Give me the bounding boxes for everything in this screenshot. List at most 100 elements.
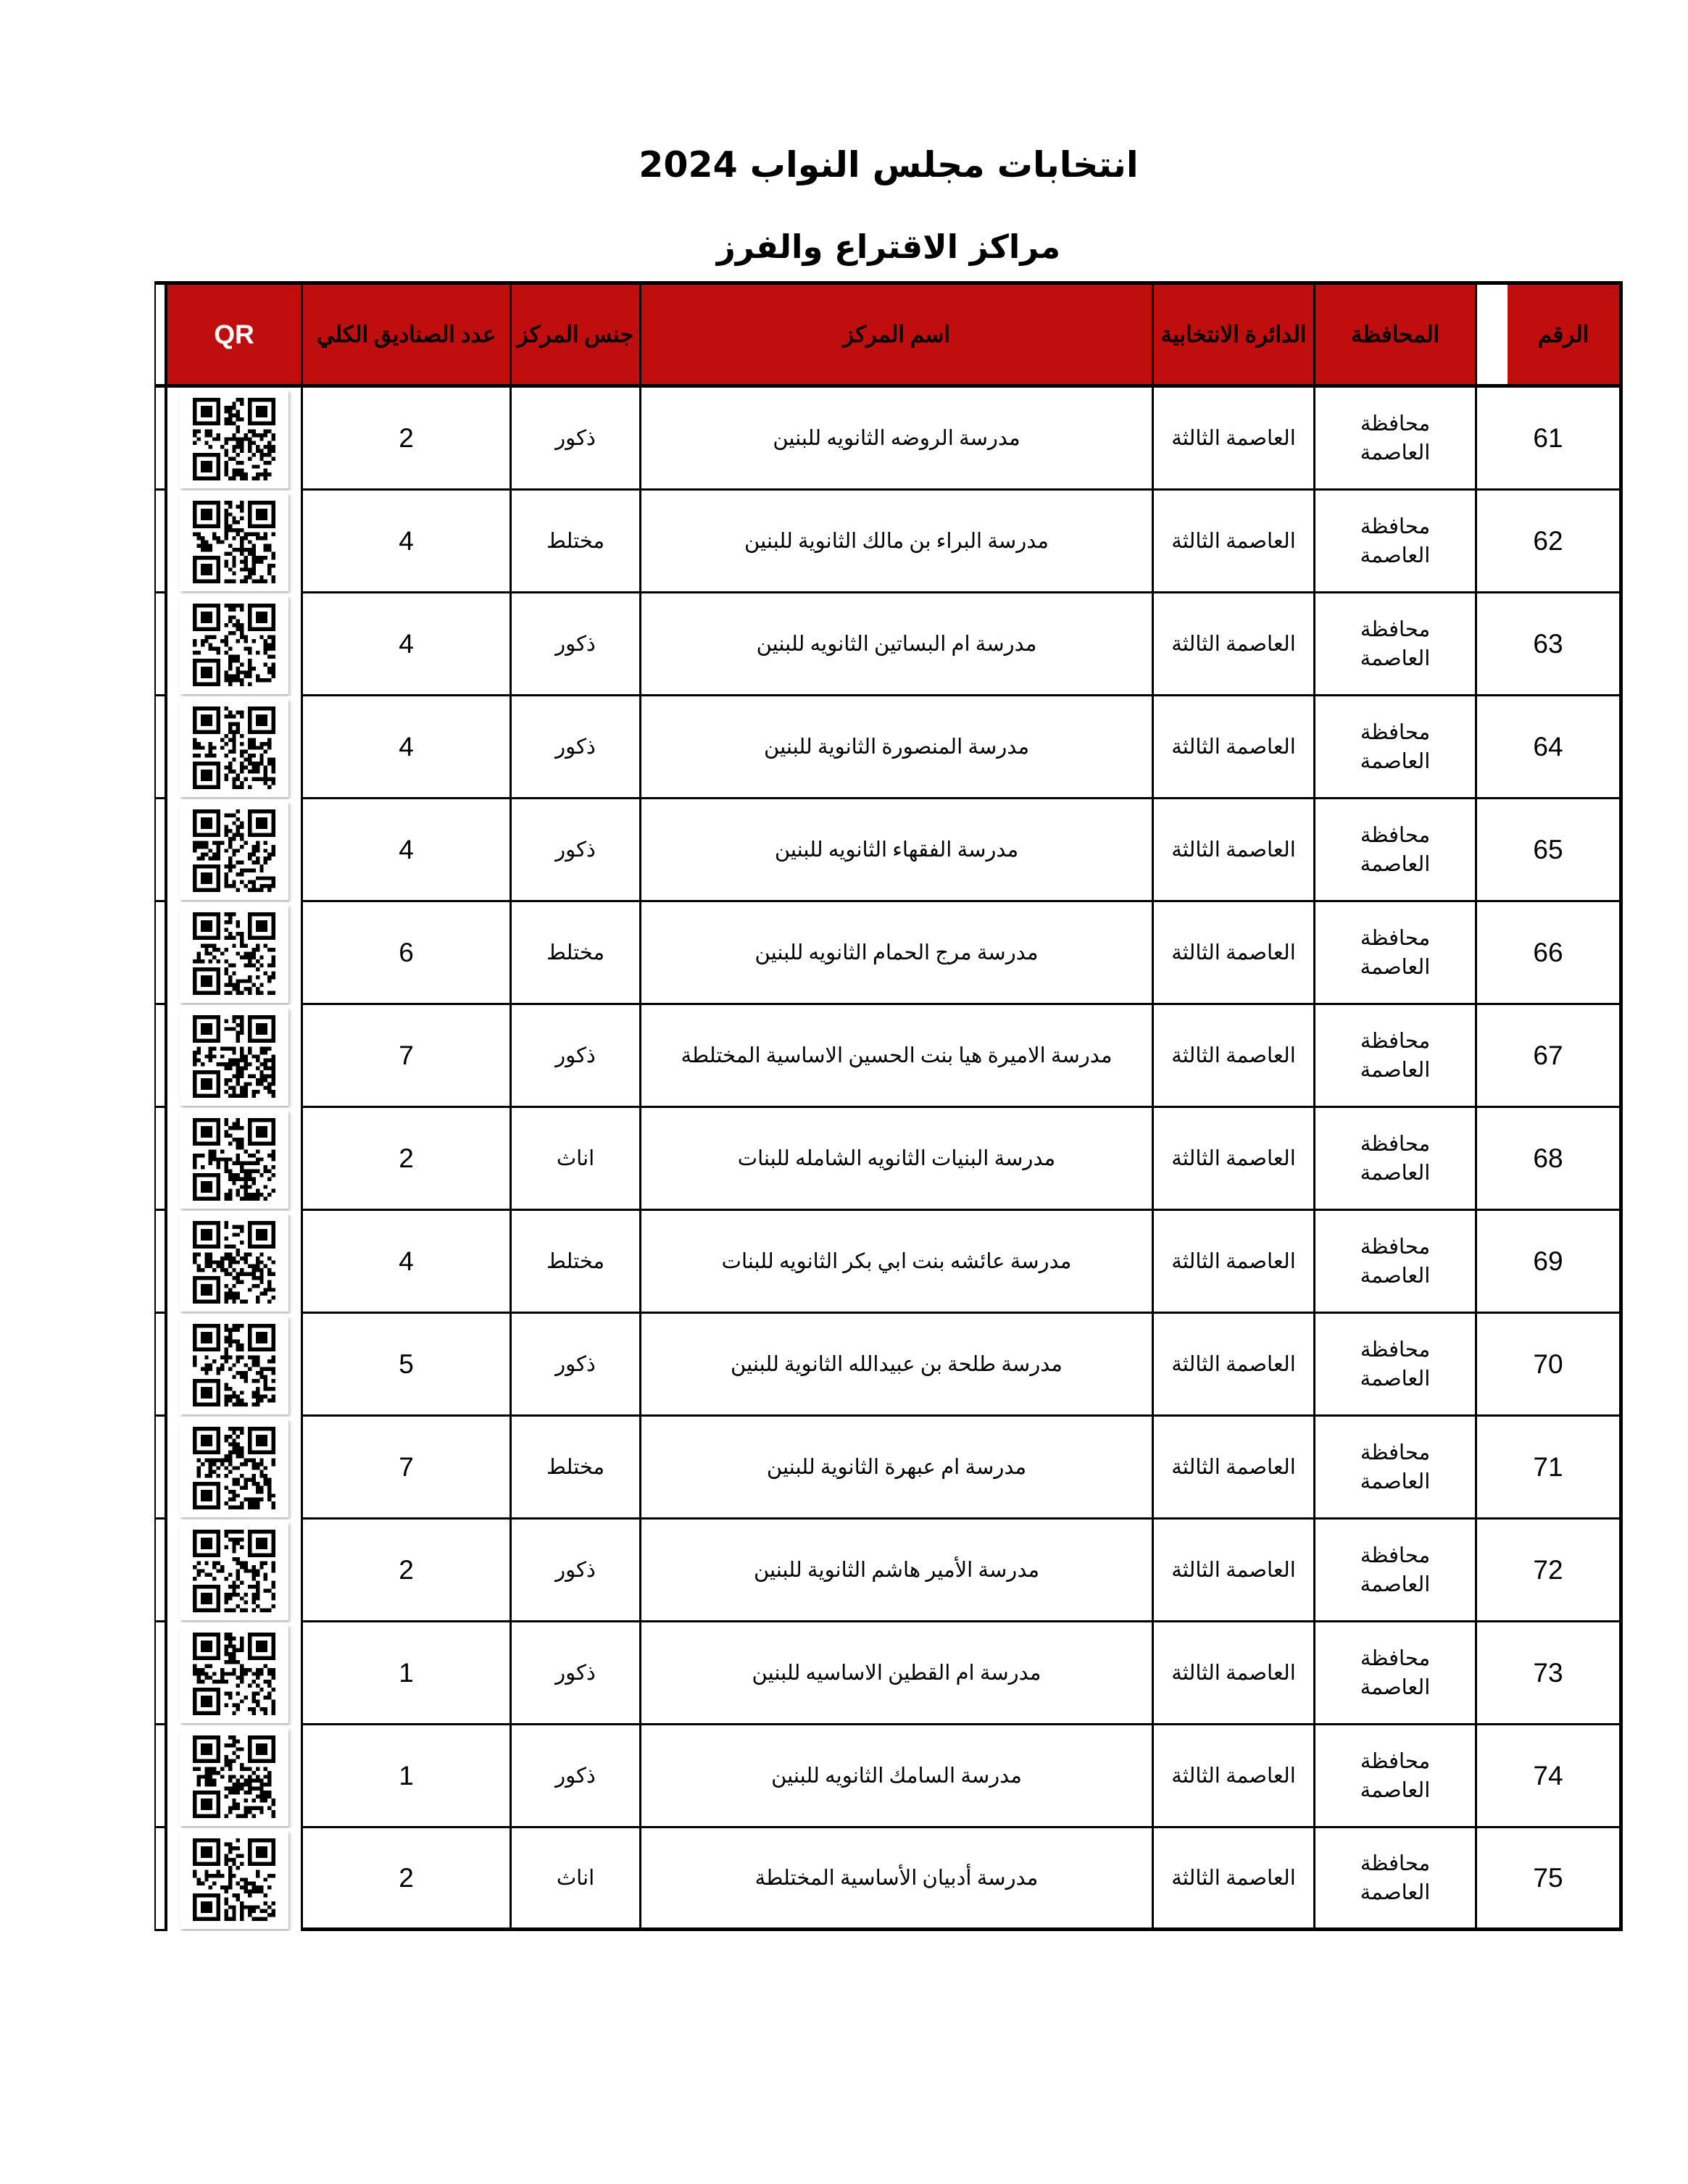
cell-center-name: مدرسة أدبيان الأساسية المختلطة xyxy=(639,1828,1152,1931)
cell-total-boxes: 4 xyxy=(301,593,510,696)
left-strip-cell xyxy=(154,1520,165,1622)
cell-qr xyxy=(165,1211,301,1314)
cell-district: العاصمة الثالثة xyxy=(1152,1622,1313,1725)
cell-total-boxes: 5 xyxy=(301,1314,510,1417)
qr-code xyxy=(180,1625,288,1723)
cell-center-name: مدرسة الاميرة هيا بنت الحسين الاساسية ال… xyxy=(639,1005,1152,1108)
cell-total-boxes: 7 xyxy=(301,1417,510,1520)
cell-district: العاصمة الثالثة xyxy=(1152,1211,1313,1314)
cell-total-boxes: 2 xyxy=(301,1108,510,1211)
qr-code xyxy=(180,1007,288,1106)
cell-governorate: محافظة العاصمة xyxy=(1313,491,1475,593)
cell-number: 62 xyxy=(1475,491,1619,593)
cell-district: العاصمة الثالثة xyxy=(1152,696,1313,799)
cell-governorate: محافظة العاصمة xyxy=(1313,1725,1475,1828)
cell-center-gender: مختلط xyxy=(510,491,639,593)
cell-total-boxes: 4 xyxy=(301,491,510,593)
cell-district: العاصمة الثالثة xyxy=(1152,593,1313,696)
cell-total-boxes: 1 xyxy=(301,1622,510,1725)
header-total-boxes: عدد الصناديق الكلي xyxy=(301,285,510,388)
left-strip-cell xyxy=(154,1314,165,1417)
cell-number: 74 xyxy=(1475,1725,1619,1828)
cell-total-boxes: 1 xyxy=(301,1725,510,1828)
left-strip-cell xyxy=(154,1211,165,1314)
header-left-strip xyxy=(154,285,165,388)
cell-governorate: محافظة العاصمة xyxy=(1313,1211,1475,1314)
cell-number: 69 xyxy=(1475,1211,1619,1314)
cell-governorate: محافظة العاصمة xyxy=(1313,593,1475,696)
header-number: الرقم xyxy=(1475,285,1619,388)
header-center-gender: جنس المركز xyxy=(510,285,639,388)
cell-total-boxes: 2 xyxy=(301,1828,510,1931)
cell-number: 61 xyxy=(1475,388,1619,491)
cell-center-gender: ذكور xyxy=(510,799,639,902)
cell-governorate: محافظة العاصمة xyxy=(1313,1520,1475,1622)
cell-center-name: مدرسة البنيات الثانويه الشامله للبنات xyxy=(639,1108,1152,1211)
page-subtitle: مراكز الاقتراع والفرز xyxy=(716,228,1061,266)
cell-governorate: محافظة العاصمة xyxy=(1313,1005,1475,1108)
cell-district: العاصمة الثالثة xyxy=(1152,491,1313,593)
cell-governorate: محافظة العاصمة xyxy=(1313,1828,1475,1931)
qr-code xyxy=(180,1727,288,1826)
left-strip-cell xyxy=(154,1725,165,1828)
cell-number: 68 xyxy=(1475,1108,1619,1211)
cell-center-name: مدرسة الفقهاء الثانويه للبنين xyxy=(639,799,1152,902)
cell-qr xyxy=(165,491,301,593)
cell-qr xyxy=(165,1417,301,1520)
qr-code xyxy=(180,1110,288,1209)
cell-total-boxes: 4 xyxy=(301,696,510,799)
cell-center-name: مدرسة ام البساتين الثانويه للبنين xyxy=(639,593,1152,696)
cell-governorate: محافظة العاصمة xyxy=(1313,1622,1475,1725)
cell-district: العاصمة الثالثة xyxy=(1152,1108,1313,1211)
left-strip-cell xyxy=(154,1828,165,1931)
header-center-name: اسم المركز xyxy=(639,285,1152,388)
cell-district: العاصمة الثالثة xyxy=(1152,1005,1313,1108)
cell-center-gender: اناث xyxy=(510,1108,639,1211)
cell-total-boxes: 4 xyxy=(301,1211,510,1314)
cell-governorate: محافظة العاصمة xyxy=(1313,388,1475,491)
cell-center-gender: ذكور xyxy=(510,388,639,491)
cell-number: 75 xyxy=(1475,1828,1619,1931)
qr-code xyxy=(180,1419,288,1517)
left-strip-cell xyxy=(154,1417,165,1520)
cell-center-gender: مختلط xyxy=(510,1417,639,1520)
qr-code xyxy=(180,1830,288,1929)
cell-total-boxes: 6 xyxy=(301,902,510,1005)
cell-district: العاصمة الثالثة xyxy=(1152,1725,1313,1828)
cell-governorate: محافظة العاصمة xyxy=(1313,1314,1475,1417)
cell-center-gender: ذكور xyxy=(510,1622,639,1725)
cell-governorate: محافظة العاصمة xyxy=(1313,799,1475,902)
cell-qr xyxy=(165,1828,301,1931)
cell-center-name: مدرسة ام عبهرة الثانوية للبنين xyxy=(639,1417,1152,1520)
cell-center-name: مدرسة الروضه الثانويه للبنين xyxy=(639,388,1152,491)
cell-center-gender: ذكور xyxy=(510,696,639,799)
cell-qr xyxy=(165,1520,301,1622)
page-title: انتخابات مجلس النواب 2024 xyxy=(639,144,1139,186)
qr-code xyxy=(180,493,288,591)
cell-total-boxes: 2 xyxy=(301,388,510,491)
cell-district: العاصمة الثالثة xyxy=(1152,1828,1313,1931)
cell-center-name: مدرسة عائشه بنت ابي بكر الثانويه للبنات xyxy=(639,1211,1152,1314)
cell-qr xyxy=(165,1005,301,1108)
header-qr: QR xyxy=(165,285,301,388)
qr-code xyxy=(180,1522,288,1620)
header-district: الدائرة الانتخابية xyxy=(1152,285,1313,388)
cell-center-gender: اناث xyxy=(510,1828,639,1931)
cell-total-boxes: 4 xyxy=(301,799,510,902)
cell-number: 63 xyxy=(1475,593,1619,696)
left-strip-cell xyxy=(154,1108,165,1211)
cell-qr xyxy=(165,696,301,799)
cell-number: 64 xyxy=(1475,696,1619,799)
cell-center-name: مدرسة ام القطين الاساسيه للبنين xyxy=(639,1622,1152,1725)
cell-district: العاصمة الثالثة xyxy=(1152,799,1313,902)
cell-center-gender: مختلط xyxy=(510,902,639,1005)
cell-qr xyxy=(165,388,301,491)
cell-number: 66 xyxy=(1475,902,1619,1005)
qr-code xyxy=(180,1213,288,1312)
cell-district: العاصمة الثالثة xyxy=(1152,388,1313,491)
header-white-gap xyxy=(1477,285,1508,384)
left-strip-cell xyxy=(154,799,165,902)
cell-center-gender: مختلط xyxy=(510,1211,639,1314)
qr-code xyxy=(180,904,288,1003)
